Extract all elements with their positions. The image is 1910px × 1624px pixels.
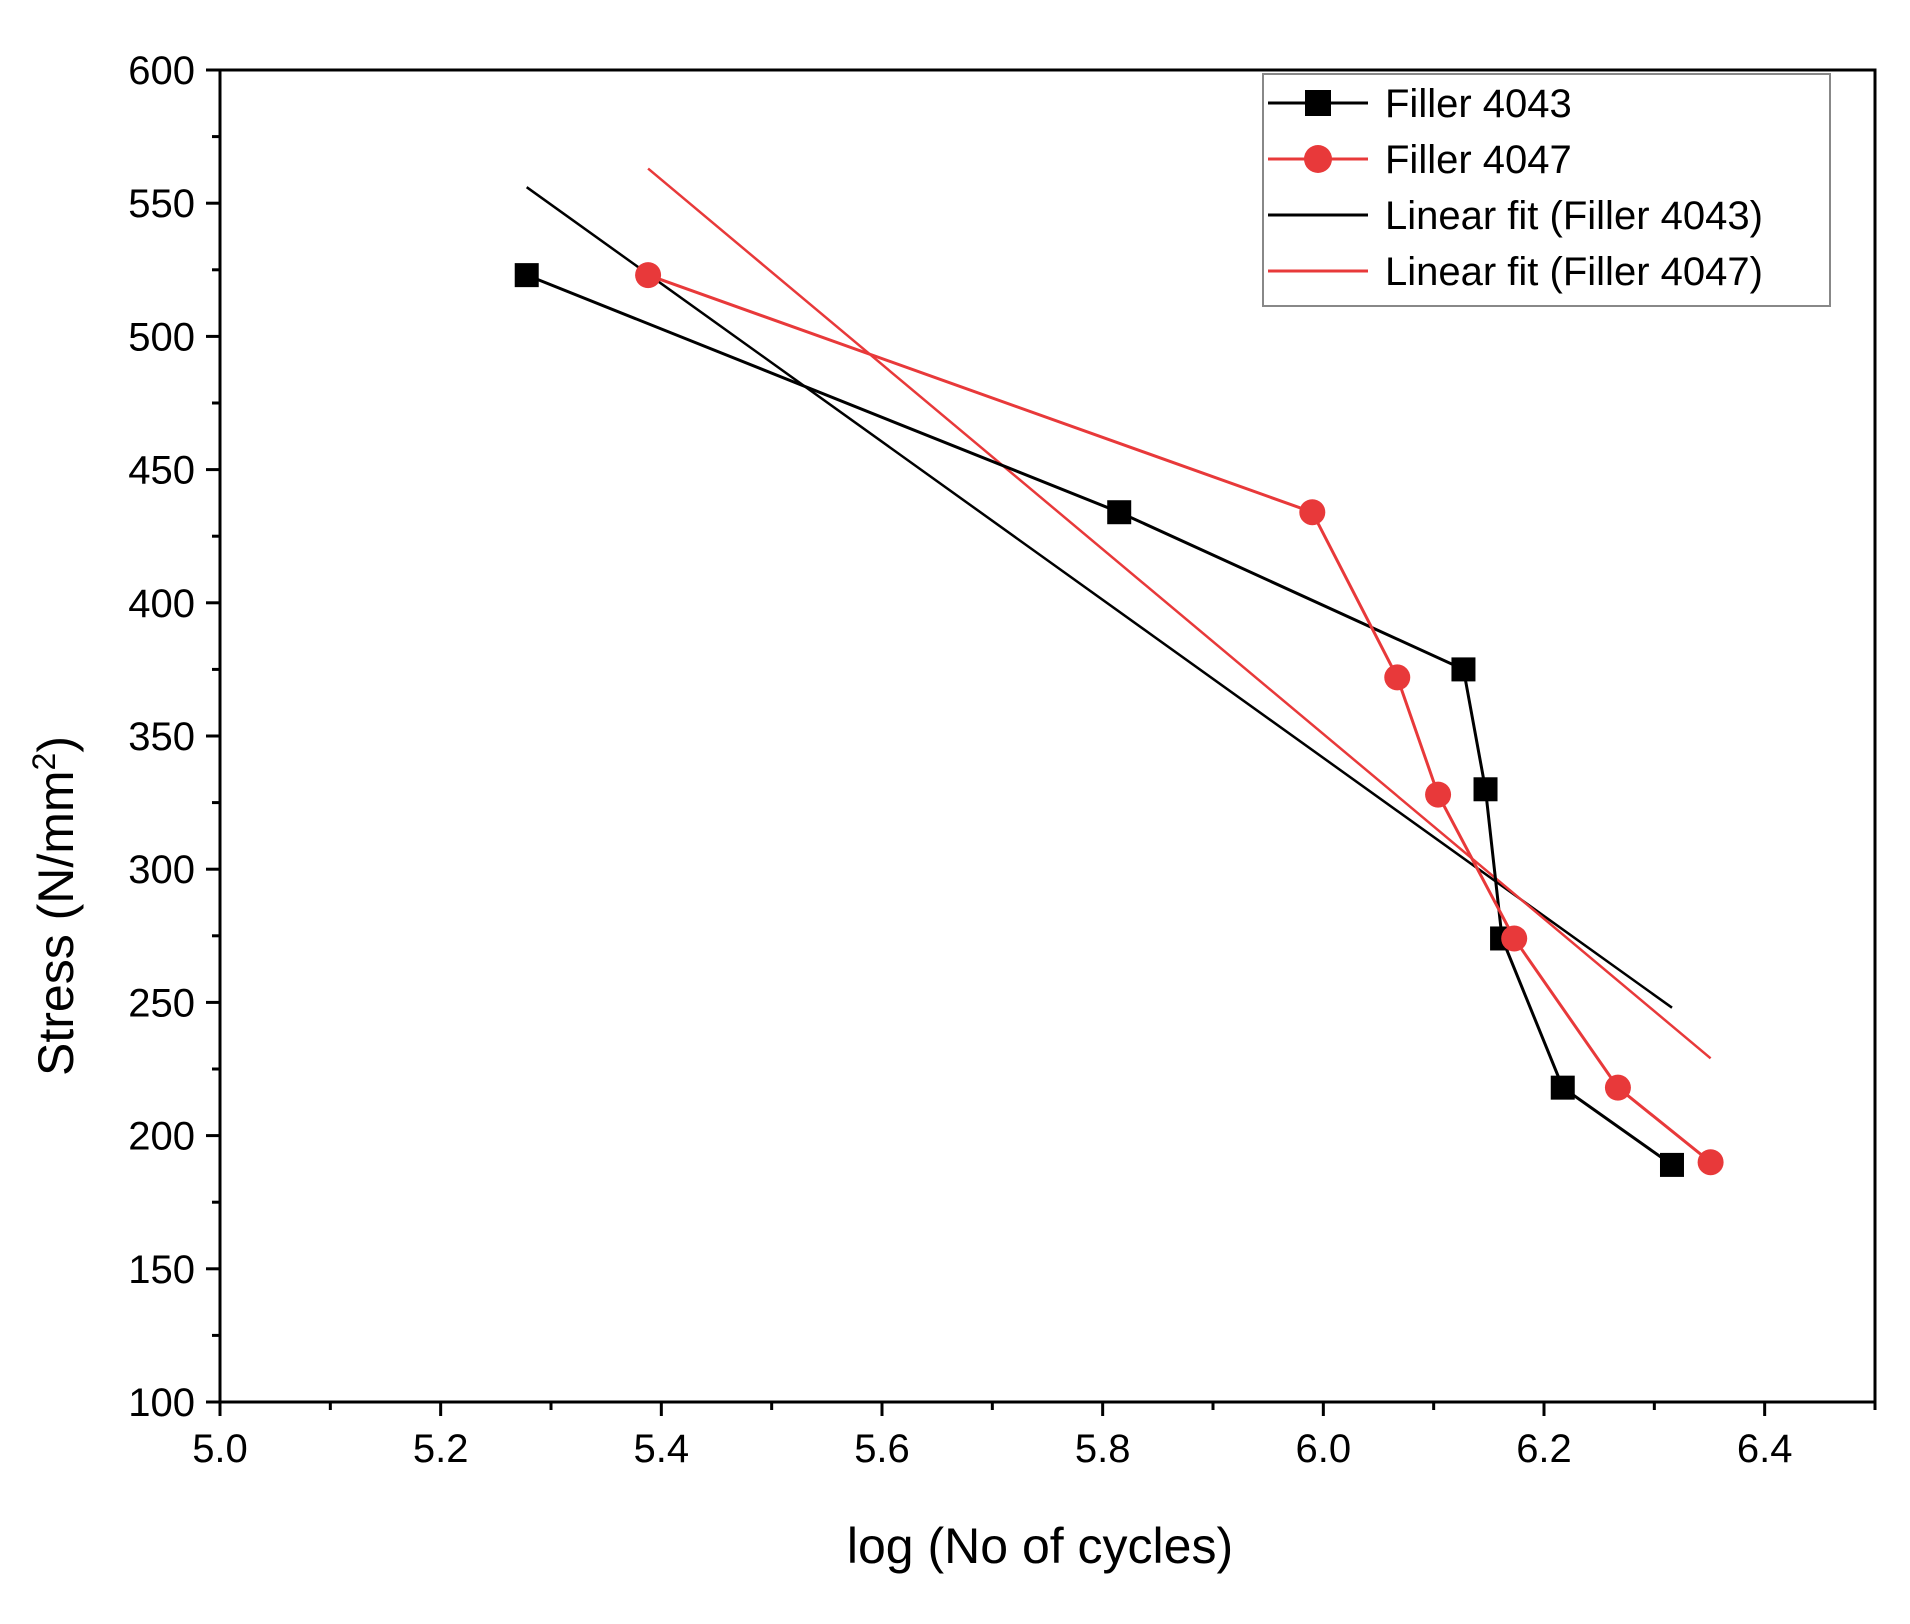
legend-entry-filler-4047: Filler 4047 — [1268, 138, 1572, 182]
legend-square-marker-icon — [1305, 90, 1331, 116]
x-tick-label: 5.0 — [192, 1427, 248, 1471]
x-tick-label: 6.2 — [1516, 1427, 1572, 1471]
y-tick-label: 250 — [128, 981, 195, 1025]
y-tick-label: 200 — [128, 1115, 195, 1159]
y-tick-label: 100 — [128, 1381, 195, 1425]
legend-label-linear-fit-4043: Linear fit (Filler 4043) — [1385, 194, 1763, 238]
y-tick-label: 350 — [128, 715, 195, 759]
data-point-square — [1451, 657, 1476, 682]
data-point-circle — [1604, 1074, 1631, 1101]
y-tick-label: 400 — [128, 582, 195, 626]
legend-label-filler-4043: Filler 4043 — [1385, 82, 1572, 126]
x-tick-label: 5.4 — [634, 1427, 690, 1471]
data-point-square — [514, 263, 539, 288]
series-line-0 — [526, 273, 1673, 1167]
series-layer — [514, 167, 1724, 1177]
data-point-square — [1473, 777, 1498, 802]
data-point-square — [1107, 500, 1132, 525]
legend-label-filler-4047: Filler 4047 — [1385, 138, 1572, 182]
data-point-circle — [1425, 781, 1452, 808]
y-tick-label: 600 — [128, 49, 195, 93]
x-tick-label: 6.4 — [1737, 1427, 1793, 1471]
x-tick-label: 5.2 — [413, 1427, 469, 1471]
y-tick-label: 550 — [128, 182, 195, 226]
legend-label-linear-fit-4047: Linear fit (Filler 4047) — [1385, 250, 1763, 294]
y-tick-label: 450 — [128, 449, 195, 493]
legend: Filler 4043 Filler 4047 Linear fit (Fill… — [1262, 73, 1831, 307]
data-point-circle — [1384, 664, 1411, 691]
y-tick-label: 300 — [128, 848, 195, 892]
y-axis-title: Stress (N/mm2) — [26, 736, 84, 1076]
data-point-circle — [1697, 1149, 1724, 1176]
legend-entry-linear-fit-4043: Linear fit (Filler 4043) — [1268, 194, 1763, 238]
series-line-linear-fit-3 — [647, 167, 1712, 1060]
x-axis-title: log (No of cycles) — [847, 1518, 1233, 1574]
x-tick-label: 6.0 — [1296, 1427, 1352, 1471]
data-point-circle — [1299, 499, 1326, 526]
y-axis-title-suffix: ) — [28, 736, 84, 753]
y-axis-title-superscript: 2 — [26, 753, 62, 771]
x-tick-label: 5.8 — [1075, 1427, 1131, 1471]
legend-circle-marker-icon — [1304, 145, 1332, 173]
data-point-circle — [1501, 925, 1528, 952]
y-tick-label: 500 — [128, 315, 195, 359]
x-tick-label: 5.6 — [854, 1427, 910, 1471]
legend-entry-filler-4043: Filler 4043 — [1268, 82, 1572, 126]
legend-entry-linear-fit-4047: Linear fit (Filler 4047) — [1268, 250, 1763, 294]
axes-layer: 5.0 5.2 5.4 5.6 5.8 6.0 6.2 6.4 100 150 200 250 300 3… — [128, 49, 1877, 1471]
data-point-square — [1550, 1075, 1575, 1100]
data-point-square — [1659, 1152, 1684, 1177]
data-point-circle — [635, 262, 662, 289]
series-line-1 — [647, 273, 1712, 1164]
legend-box — [1262, 73, 1831, 307]
y-tick-label: 150 — [128, 1248, 195, 1292]
y-axis-title-base: Stress (N/mm — [28, 770, 84, 1076]
series-line-linear-fit-2 — [525, 186, 1673, 1009]
